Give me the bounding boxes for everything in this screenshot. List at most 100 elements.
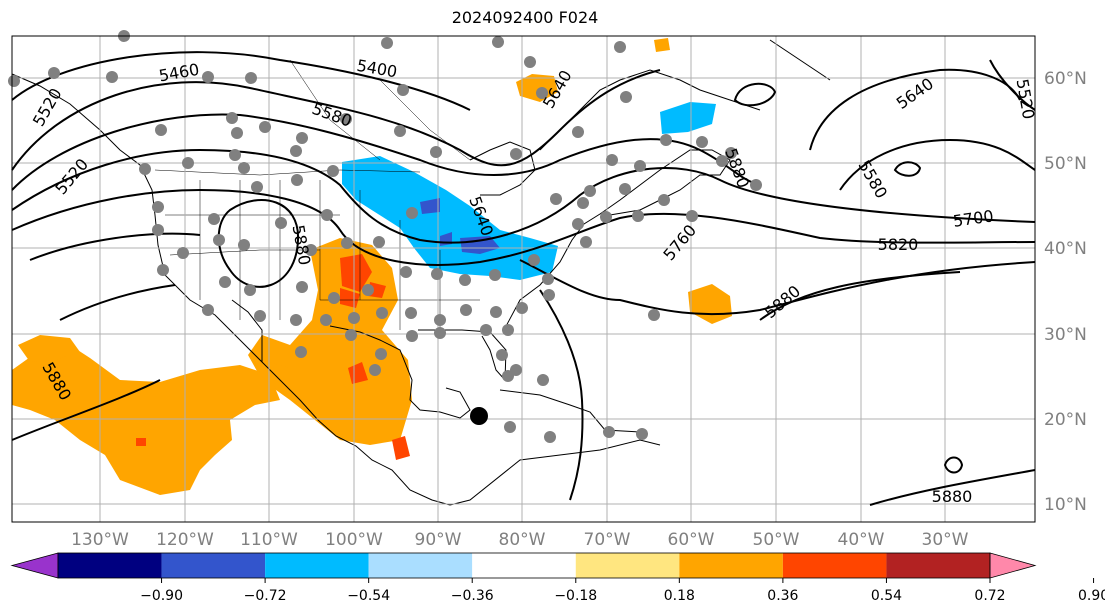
station-dot xyxy=(245,72,257,84)
station-dot xyxy=(400,266,412,278)
station-dot xyxy=(259,121,271,133)
negative-anomaly-shading xyxy=(342,102,716,280)
station-dot xyxy=(219,276,231,288)
colorbar-segment xyxy=(782,553,887,578)
colorbar-tick-labels: −0.90 −0.72 −0.54 −0.36 −0.18 0.18 0.36 0.54 0.7… xyxy=(140,588,1105,604)
colorbar-tick-label: 0.18 xyxy=(664,588,695,604)
station-dot xyxy=(528,254,540,266)
station-dot xyxy=(152,224,164,236)
lat-tick-label: 30°N xyxy=(1044,325,1087,345)
station-dot xyxy=(373,236,385,248)
station-dot xyxy=(295,346,307,358)
station-dot xyxy=(492,36,504,48)
lon-tick-label: 50°W xyxy=(753,530,800,550)
station-dot xyxy=(430,146,442,158)
station-dot xyxy=(480,324,492,336)
lon-tick-label: 130°W xyxy=(71,530,129,550)
colorbar-segment xyxy=(161,553,266,578)
station-dot xyxy=(327,165,339,177)
station-dot xyxy=(572,218,584,230)
lon-tick-label: 30°W xyxy=(922,530,969,550)
station-dot xyxy=(231,127,243,139)
colorbar-tick-label: 0.72 xyxy=(974,588,1005,604)
station-dot xyxy=(572,126,584,138)
colorbar-segment xyxy=(368,553,473,578)
station-dot xyxy=(620,91,632,103)
station-dot xyxy=(254,310,266,322)
station-dot xyxy=(636,428,648,440)
station-dot xyxy=(381,37,393,49)
lon-tick-label: 90°W xyxy=(415,530,462,550)
station-dot xyxy=(397,84,409,96)
lat-tick-label: 50°N xyxy=(1044,154,1087,174)
station-dot xyxy=(459,274,471,286)
station-dot xyxy=(496,349,508,361)
station-markers xyxy=(8,30,762,443)
station-dot xyxy=(405,307,417,319)
station-dot xyxy=(580,236,592,248)
lat-tick-label: 40°N xyxy=(1044,239,1087,259)
height-contours xyxy=(11,51,1036,506)
station-dot xyxy=(634,160,646,172)
colorbar-tick-label: −0.36 xyxy=(451,588,494,604)
station-dot xyxy=(502,370,514,382)
station-dot xyxy=(686,210,698,222)
station-dot xyxy=(238,162,250,174)
station-dot xyxy=(238,239,250,251)
lat-tick-label: 60°N xyxy=(1044,69,1087,89)
station-dot xyxy=(321,209,333,221)
station-dot xyxy=(606,154,618,166)
station-dot xyxy=(603,426,615,438)
station-dot xyxy=(296,132,308,144)
station-dot xyxy=(394,125,406,137)
colorbar-extend-high xyxy=(989,552,1037,579)
station-dot xyxy=(660,134,672,146)
colorbar-tick-label: −0.72 xyxy=(244,588,287,604)
station-dot xyxy=(139,163,151,175)
colorbar-tick-label: −0.54 xyxy=(347,588,390,604)
station-dot xyxy=(584,185,596,197)
station-dot xyxy=(202,71,214,83)
station-dot xyxy=(431,268,443,280)
station-dot xyxy=(524,56,536,68)
lat-tick-label: 10°N xyxy=(1044,495,1087,515)
colorbar-segment xyxy=(679,553,783,578)
station-dot xyxy=(619,183,631,195)
colorbar-segment xyxy=(886,553,990,578)
station-dot xyxy=(406,207,418,219)
station-dot xyxy=(202,304,214,316)
lon-tick-label: 70°W xyxy=(584,530,631,550)
station-dot xyxy=(106,71,118,83)
station-dot xyxy=(543,289,555,301)
station-dot xyxy=(577,197,589,209)
station-dot xyxy=(177,247,189,259)
station-dot xyxy=(434,327,446,339)
station-dot xyxy=(542,273,554,285)
station-dot xyxy=(362,284,374,296)
station-dot xyxy=(345,329,357,341)
station-dot xyxy=(8,75,20,87)
colorbar-segment xyxy=(472,553,576,578)
station-dot xyxy=(375,348,387,360)
station-dot xyxy=(152,201,164,213)
station-dot xyxy=(226,112,238,124)
lon-tick-label: 120°W xyxy=(156,530,214,550)
station-dot xyxy=(291,174,303,186)
station-dot xyxy=(516,302,528,314)
station-dot xyxy=(537,374,549,386)
lon-tick-label: 110°W xyxy=(240,530,298,550)
lon-tick-label: 60°W xyxy=(668,530,715,550)
station-dot xyxy=(348,312,360,324)
station-dot xyxy=(157,264,169,276)
station-dot xyxy=(504,421,516,433)
state-borders xyxy=(154,59,480,330)
contour-label: 5820 xyxy=(878,235,919,254)
map-panel: 5460 5400 5580 5520 5520 5640 5640 5580 … xyxy=(8,30,1038,523)
station-dot xyxy=(544,431,556,443)
contour-label: 5880 xyxy=(932,487,973,506)
station-dot xyxy=(434,314,446,326)
latitude-labels: 60°N 50°N 40°N 30°N 20°N 10°N xyxy=(1044,69,1087,515)
station-dot xyxy=(290,145,302,157)
station-dot xyxy=(275,217,287,229)
